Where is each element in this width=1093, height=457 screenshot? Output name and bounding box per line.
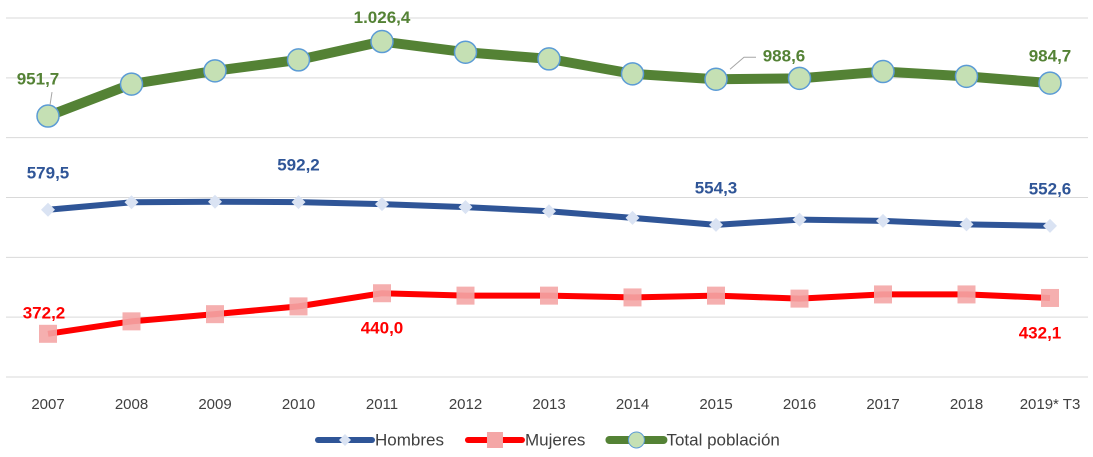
point [792, 212, 807, 227]
legend-marker [339, 434, 351, 446]
data-label: 592,2 [277, 156, 320, 175]
point [787, 66, 812, 91]
x-tick-label: 2019* T3 [1020, 396, 1081, 413]
point [370, 29, 394, 54]
point [456, 286, 475, 305]
point [709, 217, 723, 232]
point [291, 195, 306, 210]
point [954, 64, 979, 89]
x-tick-label: 2017 [866, 396, 899, 413]
data-label: 552,6 [1029, 179, 1072, 198]
x-tick-label: 2018 [950, 396, 983, 413]
point [39, 324, 57, 343]
legend-label: Total población [666, 430, 779, 449]
leader-line [49, 91, 53, 106]
x-tick-label: 2010 [282, 396, 315, 413]
point [1041, 288, 1059, 307]
legend-marker [486, 432, 503, 448]
data-label: 988,6 [763, 47, 806, 66]
point [623, 288, 642, 307]
x-tick-label: 2011 [366, 396, 398, 413]
point [707, 286, 725, 305]
x-tick-label: 2007 [31, 396, 64, 413]
x-tick-label: 2012 [449, 396, 482, 413]
point [620, 62, 645, 86]
data-label: 372,2 [23, 303, 66, 322]
point [540, 286, 558, 305]
data-label: 554,3 [695, 178, 738, 197]
point [874, 285, 892, 304]
point [203, 59, 227, 83]
point [289, 297, 308, 316]
legend-label: Hombres [375, 430, 444, 449]
data-label: 579,5 [27, 163, 70, 182]
point [959, 217, 974, 232]
point [957, 285, 976, 304]
legend-label: Mujeres [525, 430, 585, 449]
point [124, 195, 139, 210]
legend-marker [627, 431, 645, 449]
point [1043, 218, 1057, 233]
point [871, 59, 895, 84]
point [537, 47, 561, 71]
series-markers [41, 194, 1057, 233]
point [625, 210, 640, 225]
point [458, 200, 473, 215]
point [41, 202, 55, 217]
series-markers [36, 29, 1062, 128]
x-tick-label: 2013 [532, 396, 565, 413]
point [704, 67, 728, 91]
x-tick-label: 2016 [783, 396, 816, 413]
point [119, 72, 144, 96]
point [206, 305, 224, 324]
point [36, 104, 60, 128]
x-tick-label: 2014 [616, 396, 649, 413]
point [1038, 71, 1062, 95]
point [790, 289, 809, 308]
data-label: 1.026,4 [354, 8, 411, 27]
data-label: 432,1 [1019, 323, 1062, 342]
x-tick-label: 2009 [198, 396, 231, 413]
x-tick-label: 2008 [115, 396, 148, 413]
point [542, 204, 556, 219]
data-label: 951,7 [17, 70, 60, 89]
point [373, 284, 391, 303]
point [208, 194, 222, 209]
point [876, 213, 890, 228]
series-markers [39, 284, 1059, 343]
leader-line [729, 56, 756, 70]
data-label: 984,7 [1029, 47, 1072, 66]
point [286, 48, 311, 72]
point [453, 40, 478, 64]
x-tick-label: 2015 [699, 396, 732, 413]
point [122, 312, 141, 331]
data-label: 440,0 [361, 319, 404, 338]
point [375, 197, 389, 212]
